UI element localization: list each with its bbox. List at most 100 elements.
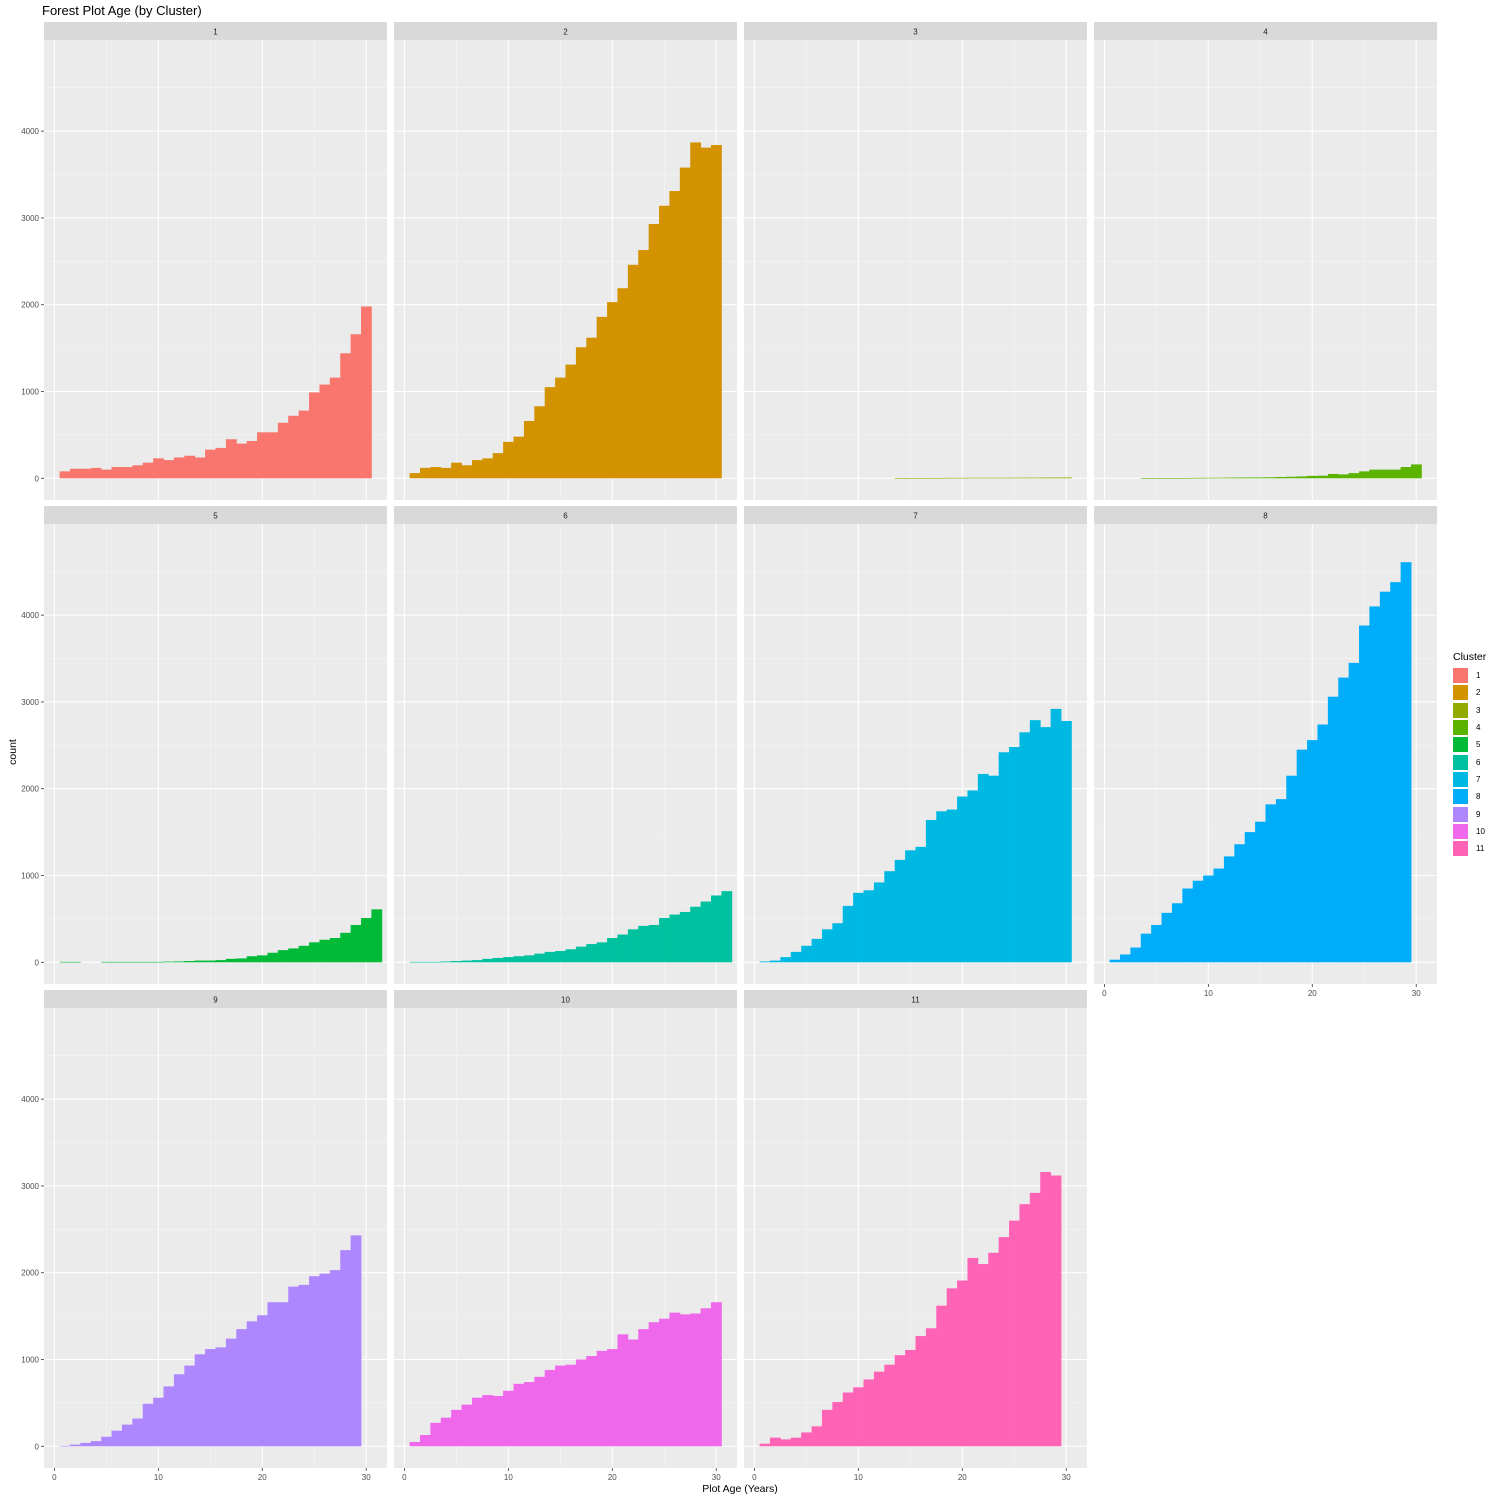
x-tick-label: 20 (958, 1473, 967, 1482)
x-tick-label: 20 (1308, 989, 1317, 998)
histogram-bar (153, 961, 164, 963)
histogram-bar (298, 410, 310, 479)
histogram-bar (894, 1355, 906, 1447)
histogram-bar (1338, 474, 1350, 479)
histogram-bar (780, 957, 792, 963)
histogram-bar (659, 205, 670, 479)
facet-strip-label: 7 (913, 512, 918, 521)
histogram-bar (1009, 1220, 1020, 1447)
histogram-bar (669, 914, 681, 963)
legend-swatch (1453, 789, 1468, 805)
histogram-bar (298, 1284, 310, 1447)
histogram-bar (482, 1395, 494, 1447)
histogram-bar (555, 951, 566, 963)
legend-item: 7 (1453, 771, 1486, 788)
histogram-bar (163, 460, 175, 479)
histogram-bar (1213, 477, 1225, 479)
x-tick-label: 30 (362, 1473, 371, 1482)
legend-swatch (1453, 720, 1468, 736)
histogram-bar (905, 1349, 916, 1447)
histogram-bar (419, 1435, 431, 1447)
histogram-bar (288, 948, 300, 963)
legend-swatch (1453, 841, 1468, 857)
histogram-bar (842, 1392, 854, 1447)
legend-item: 5 (1453, 736, 1486, 753)
legend-item: 3 (1453, 702, 1486, 719)
histogram-bar (350, 1235, 362, 1447)
x-tick-label: 10 (504, 1473, 513, 1482)
histogram-bar (648, 224, 660, 479)
histogram-bar (967, 1257, 979, 1447)
legend-label: 5 (1476, 740, 1481, 750)
histogram-bar (1275, 799, 1287, 963)
histogram-bar (1029, 720, 1041, 963)
histogram-bar (121, 1424, 133, 1447)
facet-panel-8: 8 0 10 20 30 (1094, 506, 1437, 998)
histogram-bar (659, 918, 670, 963)
histogram-bar (853, 1387, 864, 1447)
histogram-bar (1317, 724, 1329, 963)
histogram-bar (309, 392, 320, 479)
histogram-bar (936, 477, 948, 479)
histogram-bar (430, 467, 442, 479)
x-tick-label: 0 (52, 1473, 57, 1482)
facet-strip (44, 506, 387, 524)
histogram-bar (451, 1409, 462, 1447)
histogram-bar (977, 477, 989, 479)
histogram-bar (1327, 473, 1339, 479)
histogram-bar (225, 439, 237, 479)
histogram-bar (1400, 562, 1412, 963)
histogram-bar (586, 1356, 598, 1447)
histogram-bar (1275, 477, 1287, 479)
facet-strip (394, 506, 737, 524)
x-tick-label: 30 (1062, 1473, 1071, 1482)
histogram-bar (173, 961, 185, 963)
histogram-bar (319, 384, 331, 479)
histogram-bar (811, 1426, 823, 1447)
histogram-bar (90, 1441, 102, 1447)
histogram-bar (194, 1354, 206, 1447)
histogram-bar (1359, 471, 1370, 479)
histogram-bar (679, 167, 691, 479)
histogram-bar (142, 961, 154, 963)
histogram-bar (873, 1371, 885, 1447)
histogram-bar (451, 961, 462, 963)
histogram-bar (215, 447, 227, 479)
legend-item: 10 (1453, 823, 1486, 840)
histogram-bar (700, 1308, 712, 1447)
facet-strip (394, 990, 737, 1008)
histogram-bar (340, 932, 352, 963)
histogram-bar (111, 961, 123, 963)
histogram-bar (544, 1369, 556, 1447)
legend-item: 11 (1453, 840, 1486, 857)
histogram-bar (1019, 477, 1031, 479)
histogram-bar (811, 938, 823, 963)
histogram-bar (679, 911, 691, 963)
histogram-bar (277, 950, 289, 963)
histogram-bar (575, 946, 587, 963)
facet-strip (44, 990, 387, 1008)
histogram-bar (957, 1280, 968, 1447)
histogram-bar (1348, 662, 1360, 963)
histogram-bar (215, 960, 227, 963)
histogram-bar (1296, 476, 1308, 479)
legend-label: 11 (1476, 844, 1485, 854)
facet-panel-10: 10 0 10 20 30 (394, 990, 737, 1482)
panel-background (44, 524, 387, 984)
x-tick-label: 20 (258, 1473, 267, 1482)
histogram-bar (329, 1270, 341, 1447)
histogram-bar (69, 961, 81, 963)
histogram-bar (101, 469, 112, 479)
legend-label: 9 (1476, 809, 1481, 819)
histogram-bar (246, 956, 258, 963)
histogram-bar (361, 306, 372, 479)
histogram-bar (329, 377, 341, 479)
histogram-bar (946, 1288, 958, 1447)
histogram-bar (853, 892, 864, 963)
histogram-bar (101, 1436, 112, 1447)
histogram-bar (690, 1313, 702, 1447)
histogram-bar (80, 1442, 92, 1447)
histogram-bar (884, 1364, 896, 1447)
x-tick-label: 0 (752, 1473, 757, 1482)
legend-label: 10 (1476, 826, 1485, 836)
